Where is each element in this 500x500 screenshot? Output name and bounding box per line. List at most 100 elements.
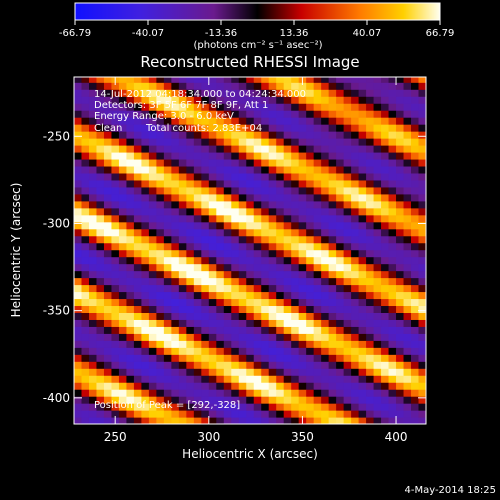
heatmap-cell: [351, 228, 360, 237]
heatmap-cell: [253, 298, 262, 307]
heatmap-cell: [403, 305, 412, 313]
heatmap-cell: [291, 375, 300, 383]
heatmap-cell: [351, 249, 360, 258]
heatmap-cell: [126, 151, 135, 160]
heatmap-cell: [298, 89, 307, 97]
heatmap-cell: [186, 77, 195, 83]
heatmap-cell: [276, 186, 285, 195]
heatmap-cell: [291, 77, 300, 83]
heatmap-cell: [306, 340, 315, 348]
heatmap-cell: [351, 77, 360, 83]
heatmap-cell: [178, 221, 187, 230]
heatmap-cell: [321, 228, 330, 237]
heatmap-cell: [411, 326, 420, 334]
heatmap-cell: [246, 256, 255, 265]
heatmap-cell: [396, 347, 405, 355]
heatmap-cell: [118, 389, 128, 397]
heatmap-cell: [171, 158, 180, 167]
heatmap-cell: [381, 138, 390, 146]
heatmap-cell: [388, 312, 397, 320]
heatmap-cell: [358, 305, 367, 313]
heatmap-cell: [156, 186, 165, 195]
heatmap-cell: [246, 333, 255, 341]
heatmap-cell: [321, 117, 330, 125]
heatmap-cell: [193, 340, 202, 348]
heatmap-cell: [148, 186, 157, 195]
heatmap-cell: [313, 263, 322, 272]
heatmap-cell: [306, 172, 315, 181]
heatmap-cell: [396, 228, 405, 237]
heatmap-cell: [238, 158, 247, 167]
heatmap-cell: [343, 305, 352, 313]
heatmap-cell: [193, 319, 202, 327]
heatmap-cell: [276, 340, 285, 348]
heatmap-cell: [328, 333, 337, 341]
heatmap-cell: [418, 214, 426, 223]
heatmap-cell: [381, 145, 390, 153]
heatmap-cell: [216, 340, 225, 348]
heatmap-cell: [148, 249, 157, 258]
heatmap-cell: [171, 368, 180, 376]
heatmap-cell: [223, 214, 232, 223]
heatmap-cell: [306, 347, 315, 355]
heatmap-cell: [396, 235, 405, 244]
heatmap-cell: [276, 158, 285, 167]
heatmap-cell: [373, 124, 382, 132]
heatmap-cell: [148, 242, 157, 251]
heatmap-cell: [253, 277, 262, 286]
heatmap-cell: [111, 284, 120, 293]
heatmap-cell: [366, 96, 375, 104]
heatmap-cell: [246, 77, 255, 83]
heatmap-cell: [261, 375, 270, 383]
heatmap-cell: [253, 103, 262, 111]
heatmap-cell: [261, 305, 270, 313]
heatmap-cell: [216, 124, 225, 132]
heatmap-cell: [411, 207, 420, 216]
heatmap-cell: [96, 256, 105, 265]
heatmap-cell: [163, 214, 172, 223]
heatmap-cell: [216, 263, 225, 272]
heatmap-cell: [291, 291, 300, 300]
heatmap-cell: [103, 186, 113, 195]
heatmap-cell: [193, 382, 202, 390]
heatmap-cell: [88, 403, 98, 411]
heatmap-cell: [418, 326, 426, 334]
heatmap-cell: [388, 368, 397, 376]
heatmap-cell: [388, 158, 397, 167]
heatmap-cell: [126, 270, 135, 279]
heatmap-cell: [88, 347, 98, 355]
heatmap-cell: [178, 96, 187, 104]
heatmap-cell: [373, 221, 382, 230]
heatmap-cell: [118, 361, 128, 369]
heatmap-cell: [171, 96, 180, 104]
heatmap-cell: [298, 214, 307, 223]
heatmap-cell: [328, 103, 337, 111]
heatmap-cell: [186, 186, 195, 195]
heatmap-cell: [171, 207, 180, 216]
heatmap-cell: [178, 145, 187, 153]
heatmap-cell: [358, 249, 367, 258]
heatmap-cell: [223, 256, 232, 265]
heatmap-cell: [403, 117, 412, 125]
heatmap-cell: [216, 249, 225, 258]
heatmap-cell: [156, 103, 165, 111]
heatmap-cell: [238, 410, 247, 418]
heatmap-cell: [306, 145, 315, 153]
heatmap-cell: [321, 333, 330, 341]
heatmap-cell: [231, 284, 240, 293]
heatmap-cell: [111, 186, 120, 195]
heatmap-cell: [283, 200, 292, 209]
heatmap-cell: [328, 270, 337, 279]
heatmap-cell: [268, 249, 277, 258]
heatmap-cell: [268, 138, 277, 146]
heatmap-cell: [201, 382, 210, 390]
heatmap-cell: [253, 145, 262, 153]
heatmap-cell: [96, 103, 105, 111]
heatmap-cell: [118, 410, 128, 418]
heatmap-cell: [246, 340, 255, 348]
heatmap-cell: [171, 270, 180, 279]
heatmap-cell: [268, 165, 277, 174]
heatmap-cell: [74, 89, 83, 97]
heatmap-cell: [268, 131, 277, 139]
heatmap-cell: [133, 165, 142, 174]
